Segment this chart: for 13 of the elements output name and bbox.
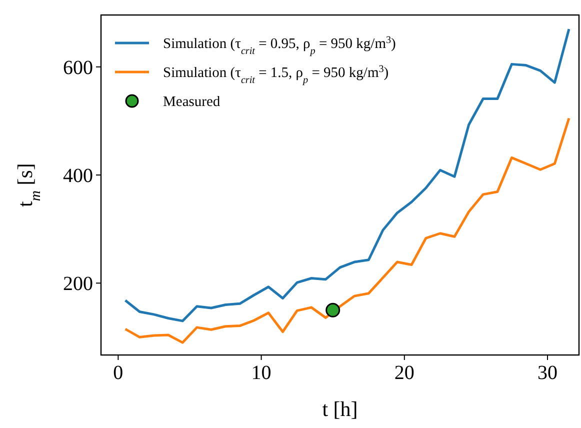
x-tick-label: 20 xyxy=(394,362,414,384)
y-tick-label: 400 xyxy=(63,165,93,187)
x-tick-label: 10 xyxy=(251,362,272,384)
x-tick-label: 0 xyxy=(113,362,124,384)
legend-label: Simulation (τ$_{crit}$ = 1.5, ρ$_{p}$ = 950 kg/m$^{3}$) xyxy=(163,64,389,86)
line-series xyxy=(124,28,570,322)
x-axis-title: t [h] xyxy=(322,397,358,421)
legend-label: Measured xyxy=(163,94,221,110)
legend-label: Simulation (τ$_{crit}$ = 0.95, ρ$_{p}$ = 950 kg/m$^{3}$) xyxy=(163,34,396,57)
y-tick-label: 200 xyxy=(63,273,93,296)
line-series xyxy=(124,116,570,344)
y-tick-label: 600 xyxy=(63,56,93,79)
x-tick-label: 30 xyxy=(538,362,558,384)
